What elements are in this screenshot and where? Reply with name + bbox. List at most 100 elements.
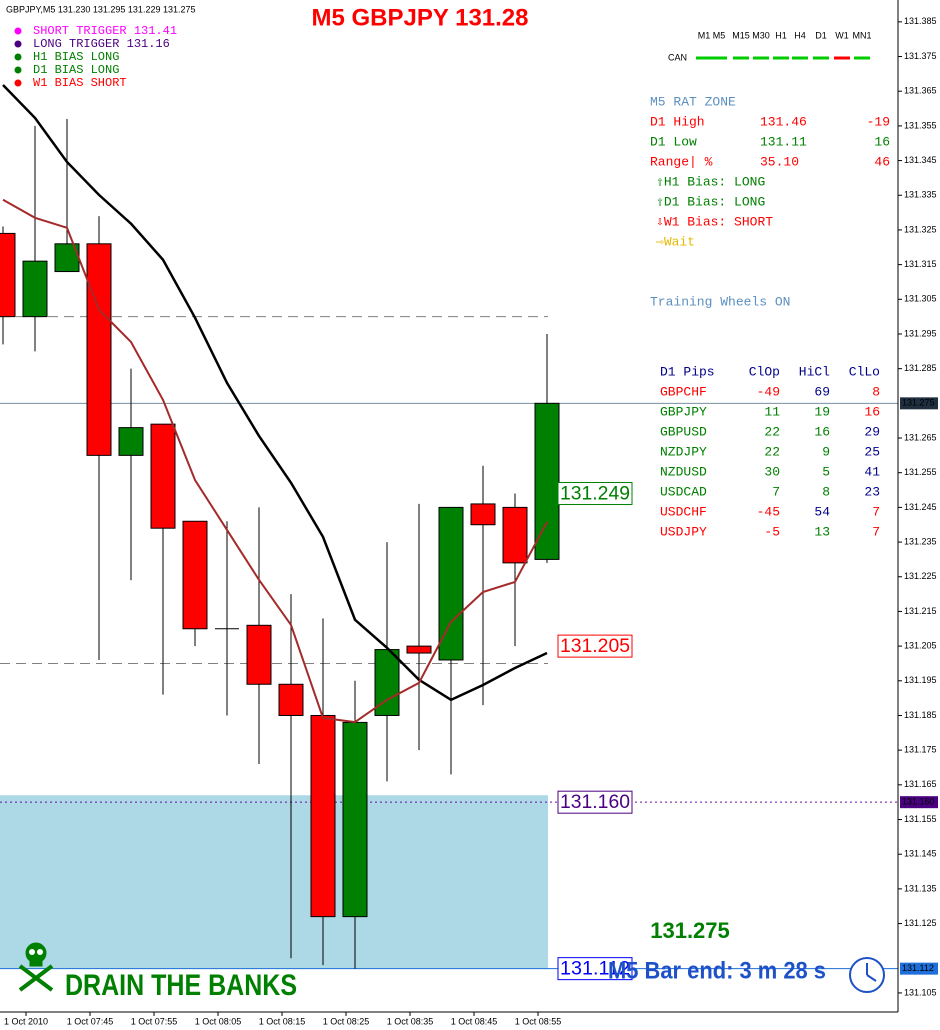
pips-cell: USDCAD <box>660 484 707 499</box>
candle-body <box>118 427 144 456</box>
y-tick-label: 131.105 <box>904 987 937 997</box>
legend-dot <box>14 79 22 87</box>
pips-cell: 22 <box>764 424 780 439</box>
timeframe-label: H1 <box>775 30 787 40</box>
pips-cell: 11 <box>764 404 780 419</box>
timeframe-label: M15 <box>732 30 750 40</box>
pips-cell: 25 <box>864 444 880 459</box>
timeframe-label: W1 <box>835 30 849 40</box>
ma-line <box>2 198 548 724</box>
axis-marker-label: 131.112 <box>902 963 934 973</box>
y-tick-label: 131.135 <box>904 883 937 893</box>
timeframe-label: M30 <box>752 30 770 40</box>
candle-body <box>502 506 528 564</box>
pips-cell: 19 <box>814 404 830 419</box>
panel-change: 16 <box>874 134 890 149</box>
y-tick-label: 131.325 <box>904 224 937 234</box>
timeframe-label: M1 <box>698 30 711 40</box>
candle-body <box>22 260 48 318</box>
pips-cell: 16 <box>814 424 830 439</box>
legend-text: W1 BIAS SHORT <box>33 76 127 90</box>
skull-icon <box>18 942 54 992</box>
bias-text: ⇩W1 Bias: SHORT <box>656 214 773 229</box>
y-tick-label: 131.245 <box>904 502 937 512</box>
y-tick-label: 131.315 <box>904 259 937 269</box>
price-label: 131.160 <box>560 792 630 813</box>
pips-cell: USDCHF <box>660 504 707 519</box>
pips-header: ClOp <box>749 364 780 379</box>
legend-text: LONG TRIGGER 131.16 <box>33 37 170 51</box>
pips-cell: 69 <box>814 384 830 399</box>
pips-cell: -45 <box>757 504 780 519</box>
pips-cell: 54 <box>814 504 830 519</box>
y-tick-label: 131.385 <box>904 16 937 26</box>
x-tick-label: 1 Oct 2010 <box>4 1016 48 1026</box>
clock-icon <box>849 957 885 993</box>
bias-text: ⇧D1 Bias: LONG <box>656 194 765 209</box>
candle-body <box>310 714 336 918</box>
legend-dot <box>14 53 22 61</box>
price-label: 131.205 <box>560 636 630 657</box>
y-tick-label: 131.125 <box>904 918 937 928</box>
training-text: Training Wheels ON <box>650 294 790 309</box>
zone <box>0 795 548 969</box>
panel-label: D1 Low <box>650 134 697 149</box>
y-tick-label: 131.345 <box>904 155 937 165</box>
pips-cell: 13 <box>814 524 830 539</box>
pips-cell: GBPCHF <box>660 384 707 399</box>
price-label-box <box>557 790 633 814</box>
pips-cell: GBPUSD <box>660 424 707 439</box>
x-tick-label: 1 Oct 07:45 <box>67 1016 114 1026</box>
panel-change: -19 <box>867 114 890 129</box>
timeframe-label: M5 <box>713 30 726 40</box>
pips-cell: 9 <box>822 444 830 459</box>
candle-body <box>534 402 560 560</box>
pips-cell: 22 <box>764 444 780 459</box>
candle-body <box>278 683 304 716</box>
y-tick-label: 131.265 <box>904 432 937 442</box>
candle-body <box>246 624 272 685</box>
candle-body <box>470 503 496 526</box>
price-label-box <box>557 482 633 506</box>
y-tick-label: 131.235 <box>904 536 937 546</box>
timeframe-label: D1 <box>815 30 827 40</box>
y-tick-label: 131.165 <box>904 779 937 789</box>
y-tick-label: 131.145 <box>904 849 937 859</box>
y-tick-label: 131.225 <box>904 571 937 581</box>
slogan: DRAIN THE BANKS <box>65 969 297 1002</box>
panel-value: 131.11 <box>760 134 807 149</box>
y-tick-label: 131.375 <box>904 51 937 61</box>
pips-cell: NZDUSD <box>660 464 707 479</box>
pips-cell: -5 <box>764 524 780 539</box>
candle-body <box>150 423 176 529</box>
pips-cell: -49 <box>757 384 780 399</box>
y-tick-label: 131.185 <box>904 710 937 720</box>
y-tick-label: 131.295 <box>904 328 937 338</box>
legend-dot <box>14 27 22 35</box>
panel-title: M5 RAT ZONE <box>650 94 736 109</box>
y-tick-label: 131.335 <box>904 190 937 200</box>
price-label-box <box>557 634 633 658</box>
y-tick-label: 131.355 <box>904 120 937 130</box>
header: GBPJPY,M5 131.230 131.295 131.229 131.27… <box>6 4 196 14</box>
plot <box>0 84 898 970</box>
pips-header: ClLo <box>849 364 880 379</box>
pips-cell: USDJPY <box>660 524 707 539</box>
x-tick-label: 1 Oct 08:25 <box>323 1016 370 1026</box>
x-tick-label: 1 Oct 07:55 <box>131 1016 178 1026</box>
y-tick-label: 131.255 <box>904 467 937 477</box>
pips-cell: 8 <box>822 484 830 499</box>
y-tick-label: 131.215 <box>904 606 937 616</box>
pips-cell: 8 <box>872 384 880 399</box>
pips-cell: 7 <box>872 504 880 519</box>
axis-marker-box <box>900 397 938 410</box>
y-tick-label: 131.305 <box>904 294 937 304</box>
candle-body <box>342 721 368 918</box>
x-tick-label: 1 Oct 08:55 <box>515 1016 562 1026</box>
pips-cell: 16 <box>864 404 880 419</box>
chart-title: M5 GBPJPY 131.28 <box>311 4 528 31</box>
y-tick-label: 131.365 <box>904 86 937 96</box>
pips-cell: NZDJPY <box>660 444 707 459</box>
pips-cell: 5 <box>822 464 830 479</box>
legend-text: H1 BIAS LONG <box>33 50 119 64</box>
